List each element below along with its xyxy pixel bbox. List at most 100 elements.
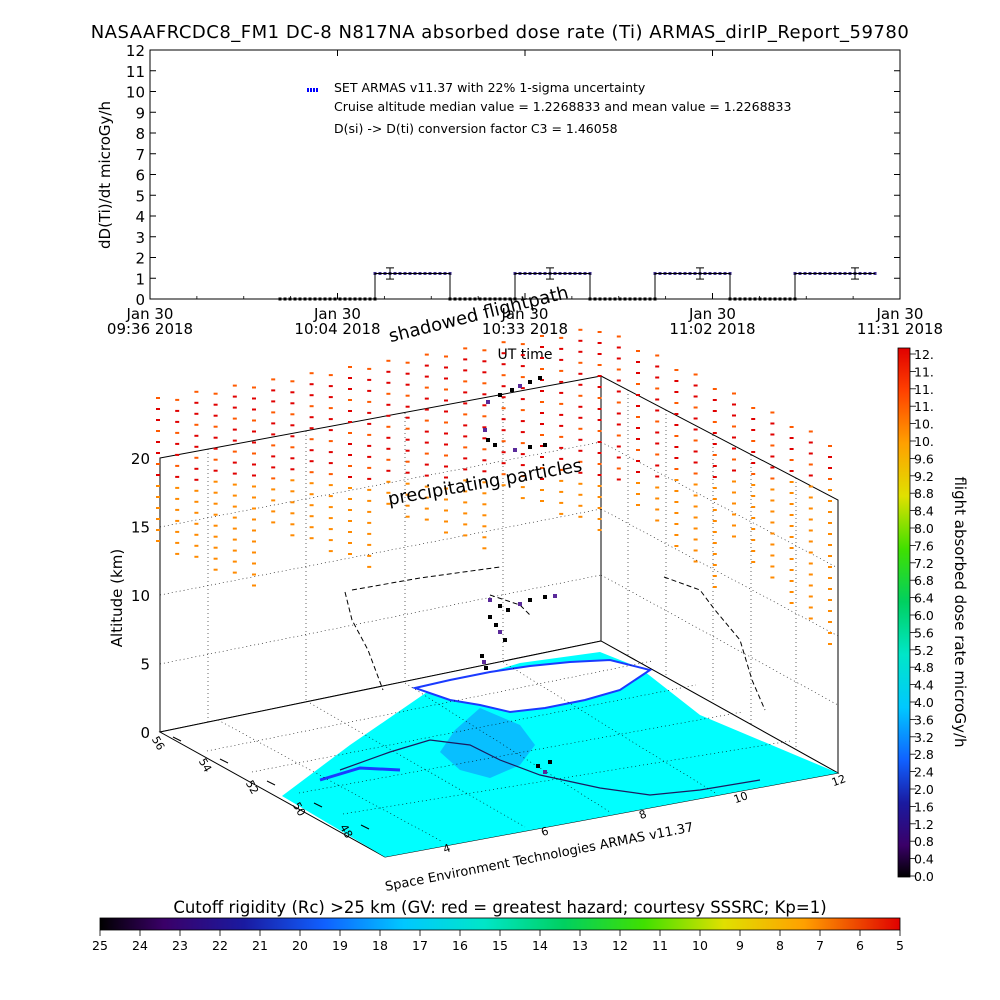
flight-point bbox=[506, 608, 510, 612]
dose-colorbar-tick-label: 5.2 bbox=[914, 643, 934, 658]
flight-point bbox=[494, 623, 498, 627]
latitude-tick-label: 52 bbox=[243, 778, 261, 797]
ytick-label: 8 bbox=[135, 125, 145, 143]
dose-colorbar-tick-label: 7.6 bbox=[914, 538, 934, 553]
ytick-label: 1 bbox=[135, 270, 145, 288]
flight-point bbox=[548, 760, 552, 764]
rigidity-colorbar-ticks: 25 24 23 22 21 20 19 18 17 16 15 14 13 12 11 10 9 8 7 6 5 bbox=[92, 930, 904, 953]
latitude-tick-mark bbox=[313, 802, 323, 808]
flight-point bbox=[518, 384, 522, 388]
dose-colorbar-tick-label: 7.2 bbox=[914, 556, 934, 571]
xtick-label-line1: Jan 30 bbox=[126, 305, 174, 323]
altitude-tick-label: 5 bbox=[140, 656, 150, 674]
dose-colorbar-title: flight absorbed dose rate microGy/h bbox=[951, 476, 969, 747]
rigidity-colorbar-tick-label: 8 bbox=[776, 938, 784, 953]
timeseries-legend: SET ARMAS v11.37 with 22% 1-sigma uncert… bbox=[307, 80, 791, 136]
xtick-label-line2: 11:02 2018 bbox=[669, 320, 755, 338]
rigidity-colorbar-tick-label: 18 bbox=[372, 938, 388, 953]
rigidity-colorbar-tick-label: 14 bbox=[532, 938, 548, 953]
rigidity-colorbar-tick-label: 6 bbox=[856, 938, 864, 953]
rigidity-colorbar-tick-label: 11 bbox=[652, 938, 668, 953]
flight-point bbox=[510, 388, 514, 392]
flight-point bbox=[528, 598, 532, 602]
ytick-label: 0 bbox=[135, 291, 145, 309]
rigidity-colorbar-tick-label: 15 bbox=[492, 938, 508, 953]
ytick-label: 10 bbox=[126, 84, 145, 102]
flight-point bbox=[488, 598, 492, 602]
xtick-label-line1: Jan 30 bbox=[688, 305, 736, 323]
flight-point bbox=[543, 770, 547, 774]
altitude-tick-label: 10 bbox=[131, 587, 150, 605]
longitude-tick-label: 10 bbox=[732, 789, 750, 806]
rigidity-colorbar-tick-label: 13 bbox=[572, 938, 588, 953]
rigidity-colorbar: Cutoff rigidity (Rc) >25 km (GV: red = g… bbox=[92, 898, 904, 953]
latitude-tick-label: 48 bbox=[337, 822, 355, 841]
dose-colorbar-tick-label: 11. bbox=[914, 364, 934, 379]
flight-point bbox=[536, 764, 540, 768]
latitude-tick-mark bbox=[172, 736, 182, 742]
xtick-label-line2: 09:36 2018 bbox=[107, 320, 193, 338]
timeseries-ylabel: dD(Ti)/dt microGy/h bbox=[96, 101, 114, 249]
dose-colorbar-tick-label: 10. bbox=[914, 417, 934, 432]
xtick-label-line1: Jan 30 bbox=[501, 305, 549, 323]
dose-colorbar-tick-label: 11. bbox=[914, 382, 934, 397]
dose-colorbar-tick-label: 3.6 bbox=[914, 712, 934, 727]
flight-point bbox=[518, 602, 522, 606]
rigidity-colorbar-tick-label: 10 bbox=[692, 938, 708, 953]
ytick-label: 4 bbox=[135, 208, 145, 226]
ytick-label: 7 bbox=[135, 146, 145, 164]
rigidity-colorbar-tick-label: 25 bbox=[92, 938, 108, 953]
longitude-tick-label: 8 bbox=[637, 807, 648, 822]
dose-colorbar-gradient bbox=[897, 347, 911, 878]
rigidity-colorbar-tick-label: 20 bbox=[292, 938, 308, 953]
floor-gridlines bbox=[206, 660, 791, 843]
dose-colorbar-tick-label: 6.0 bbox=[914, 608, 934, 623]
dose-colorbar-tick-label: 9.6 bbox=[914, 451, 934, 466]
dose-colorbar-tick-label: 8.4 bbox=[914, 504, 934, 519]
flight-point bbox=[482, 660, 486, 664]
dose-colorbar-tick-label: 11. bbox=[914, 399, 934, 414]
rigidity-colorbar-tick-label: 17 bbox=[412, 938, 428, 953]
xtick-label-line2: 10:33 2018 bbox=[482, 320, 568, 338]
rigidity-colorbar-tick-label: 22 bbox=[212, 938, 228, 953]
altitude-axis-label: Altitude (km) bbox=[108, 549, 126, 647]
ytick-label: 6 bbox=[135, 167, 145, 185]
longitude-tick-label: 4 bbox=[441, 841, 452, 856]
dose-colorbar-tick-label: 5.6 bbox=[914, 625, 934, 640]
dose-colorbar-tick-label: 2.8 bbox=[914, 747, 934, 762]
altitude-tick-label: 15 bbox=[131, 519, 150, 537]
ytick-label: 11 bbox=[126, 63, 145, 81]
flight-point bbox=[528, 445, 532, 449]
precipitating-particles-field bbox=[156, 328, 832, 645]
dose-colorbar-tick-label: 0.4 bbox=[914, 852, 934, 867]
dose-colorbar-tick-label: 4.8 bbox=[914, 660, 934, 675]
altitude-tick-label: 20 bbox=[131, 450, 150, 468]
flight-point bbox=[553, 594, 557, 598]
dose-colorbar-tick-label: 3.2 bbox=[914, 730, 934, 745]
shadowed-flightpath-lines bbox=[344, 566, 766, 711]
xtick-label-line2: 10:04 2018 bbox=[294, 320, 380, 338]
longitude-tick-label: 12 bbox=[830, 772, 848, 789]
flight-point bbox=[538, 376, 542, 380]
ytick-label: 3 bbox=[135, 229, 145, 247]
dose-colorbar: 12. 11. 11. 11. 10. 10. 9.6 9.2 8.8 8.4 8.0 7.6 7.2 6… bbox=[897, 347, 969, 884]
legend-entry-1: SET ARMAS v11.37 with 22% 1-sigma uncert… bbox=[334, 80, 646, 95]
dose-colorbar-ticks: 12. 11. 11. 11. 10. 10. 9.6 9.2 8.8 8.4 8.0 7.6 7.2 6… bbox=[910, 347, 934, 884]
dose-colorbar-tick-label: 4.4 bbox=[914, 678, 934, 693]
rigidity-colorbar-tick-label: 5 bbox=[896, 938, 904, 953]
dose-colorbar-tick-label: 1.2 bbox=[914, 817, 934, 832]
flight-point bbox=[498, 393, 502, 397]
dose-colorbar-tick-label: 8.8 bbox=[914, 486, 934, 501]
flight-point bbox=[498, 604, 502, 608]
rigidity-colorbar-gradient bbox=[99, 917, 901, 931]
wall-gridlines bbox=[159, 390, 839, 749]
dose-colorbar-tick-label: 2.0 bbox=[914, 782, 934, 797]
flight-point bbox=[486, 400, 490, 404]
ytick-label: 5 bbox=[135, 187, 145, 205]
flight-point bbox=[483, 428, 487, 432]
rigidity-colorbar-tick-label: 12 bbox=[612, 938, 628, 953]
